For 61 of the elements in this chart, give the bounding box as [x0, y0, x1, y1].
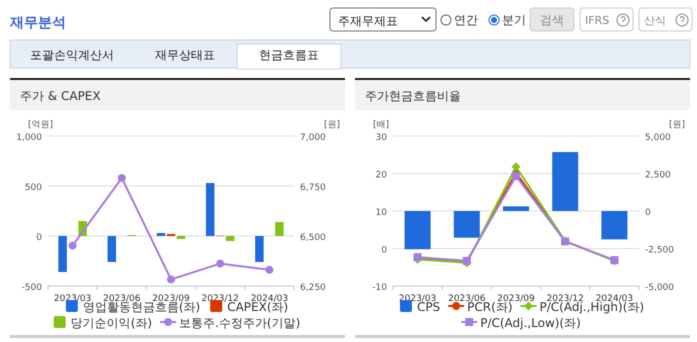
legend-label: 보통주.수정주가(기말): [179, 316, 300, 330]
y2-tick-label: 5,000: [645, 133, 672, 143]
text: 현금흐름표: [259, 48, 319, 62]
bar: [404, 211, 431, 250]
point: [216, 260, 224, 268]
y-tick-label: 1,000: [16, 133, 42, 143]
legend-label: PCR(좌): [467, 300, 513, 314]
text: IFRS: [585, 14, 610, 27]
point: [265, 266, 274, 274]
y-axis-title: [배]: [373, 120, 390, 130]
bar: [601, 211, 628, 240]
y-tick-label: 20: [376, 170, 388, 180]
y2-tick-label: 2,500: [645, 170, 672, 180]
point: [512, 172, 520, 180]
y2-axis-title: [원]: [668, 120, 685, 130]
bar: [156, 233, 166, 236]
y2-tick-label: 6,500: [300, 233, 326, 243]
chart-title: 주가 & CAPEX: [20, 89, 101, 103]
bar: [58, 236, 67, 272]
point: [118, 174, 126, 182]
legend-label: CAPEX(좌): [227, 300, 288, 314]
y2-axis-title: [원]: [324, 120, 340, 130]
legend-label: P/C(Adj.,Low)(좌): [480, 316, 581, 330]
bar: [176, 236, 186, 239]
y-tick-label: 10: [376, 208, 388, 218]
bar: [503, 206, 529, 211]
y2-tick-label: 6,250: [300, 283, 326, 293]
y-tick-label: 0: [36, 233, 42, 243]
point: [512, 162, 520, 172]
legend-label: 영업활동현금흐름(좌): [82, 300, 200, 314]
text: 주재무제표: [338, 14, 398, 28]
point: [167, 275, 175, 284]
chart-title: 주가현금흐름비율: [365, 89, 461, 103]
text: 재무상태표: [155, 48, 215, 62]
y-tick-label: -500: [22, 283, 42, 293]
y2-tick-label: 7,000: [300, 133, 326, 143]
bar: [454, 211, 480, 238]
text: 재무분석: [9, 15, 66, 31]
y2-tick-label: 0: [645, 208, 651, 218]
bar: [275, 222, 284, 236]
y-tick-label: 30: [376, 133, 388, 143]
text: 포괄손익계산서: [30, 48, 114, 62]
text: 검색: [540, 13, 564, 27]
y-axis-title: [억원]: [28, 120, 54, 130]
legend-label: P/C(Adj.,High)(좌): [540, 300, 644, 314]
y-tick-label: 500: [24, 183, 42, 193]
bar: [108, 236, 116, 262]
point: [68, 242, 77, 250]
text: 분기: [502, 13, 526, 27]
text: 산식: [644, 14, 666, 27]
y2-tick-label: -2,500: [645, 246, 674, 256]
legend-label: 당기순이익(좌): [70, 316, 152, 330]
y2-tick-label: 6,750: [300, 183, 326, 193]
y2-tick-label: -5,000: [645, 283, 674, 293]
bar: [226, 236, 234, 241]
y-tick-label: -10: [372, 283, 388, 293]
bar: [206, 183, 214, 236]
bar: [552, 152, 578, 211]
bar: [255, 236, 264, 262]
text: 연간: [454, 13, 478, 27]
y-tick-label: 0: [381, 246, 388, 256]
